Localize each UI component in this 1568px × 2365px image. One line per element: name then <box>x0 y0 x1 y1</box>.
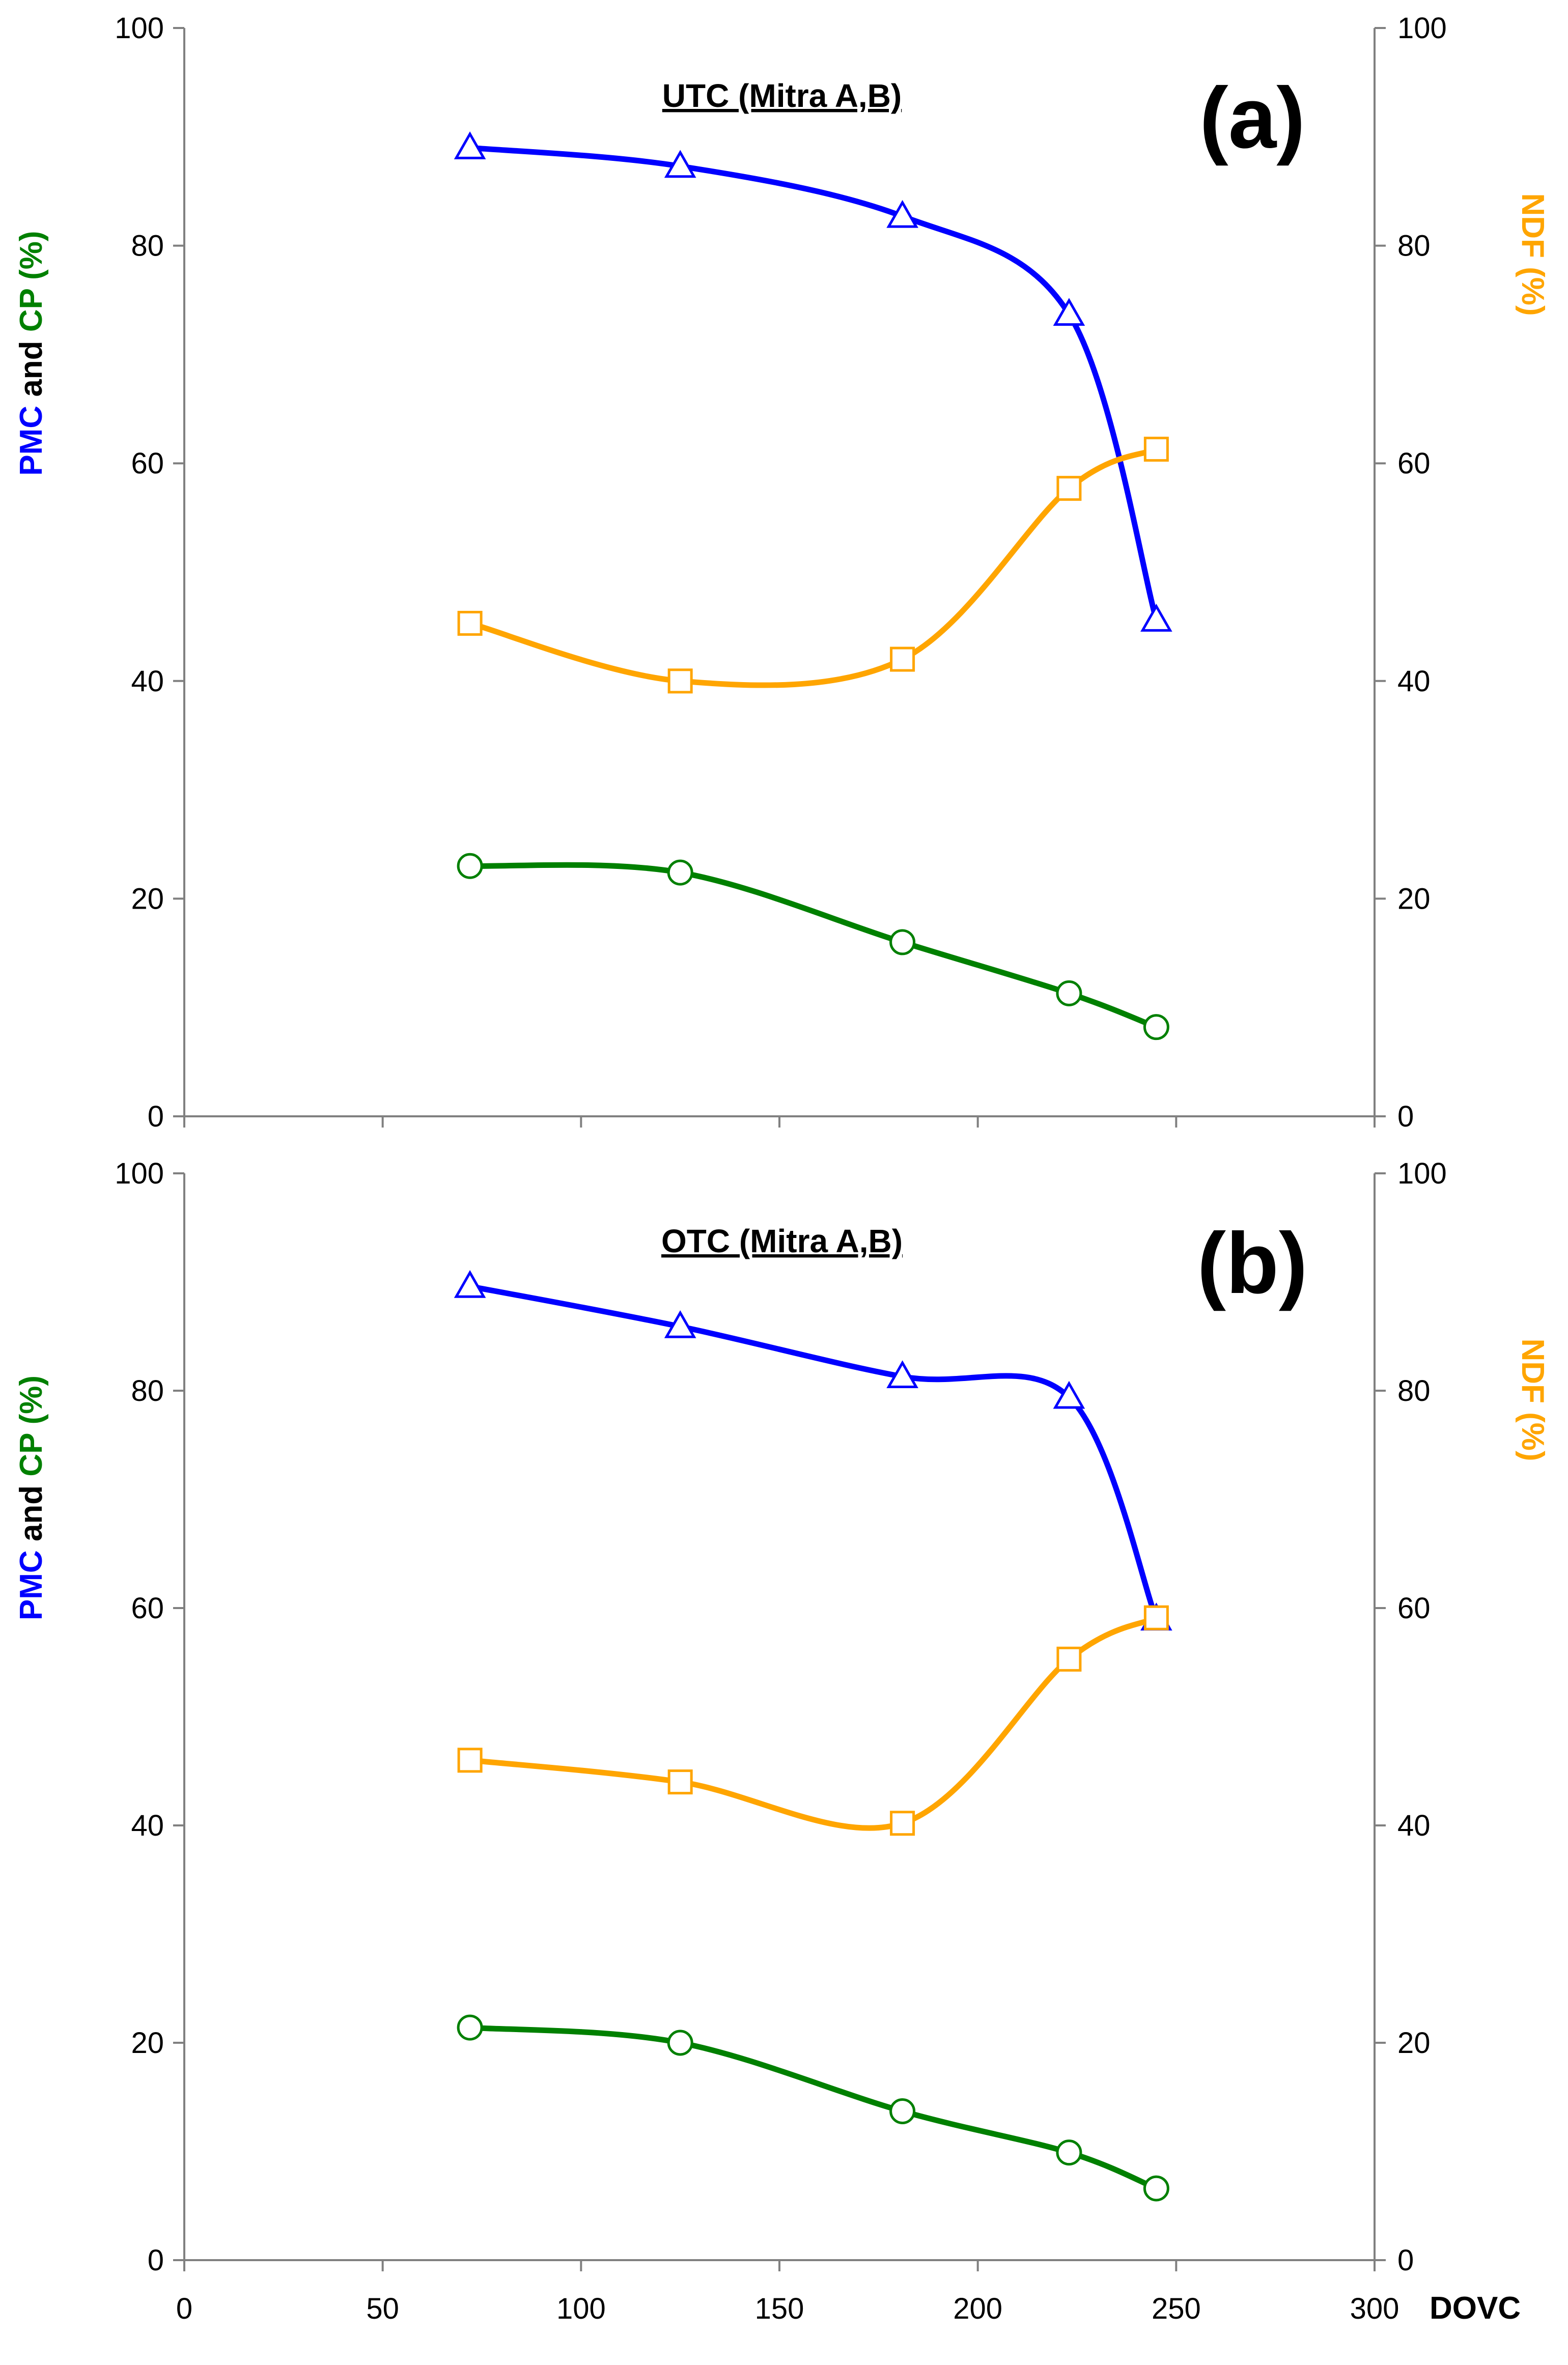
panel-a-left-tick-label: 0 <box>148 1100 164 1133</box>
panel-a-ndf-point <box>1056 475 1082 501</box>
panel-b-left-tick-label: 0 <box>148 2244 164 2277</box>
panel-b-cp-line <box>467 2024 1159 2191</box>
panel-b-right-axis-title: NDF (%) <box>1515 1338 1550 1461</box>
panel-b-left-tick-label: 80 <box>131 1374 164 1407</box>
x-tick-label: 200 <box>953 2292 1002 2325</box>
x-tick-label: 0 <box>176 2292 192 2325</box>
panel-b-right-tick-label: 20 <box>1397 2026 1431 2060</box>
panel-b-right-tick-label: 0 <box>1397 2244 1414 2277</box>
panel-a-left-axis-title: PMC and CP (%) <box>14 231 49 475</box>
panel-b-right-tick-label: 60 <box>1397 1592 1431 1625</box>
panel-a-right-tick-label: 100 <box>1397 12 1447 45</box>
panel-b-left-axis-title: PMC and CP (%) <box>14 1375 49 1620</box>
panel-a-pmc-point <box>1053 298 1085 326</box>
panel-b-left-axis-title-part: and <box>14 1477 49 1551</box>
panel-b-right-tick-label: 40 <box>1397 1809 1431 1842</box>
panel-a-pmc-point <box>1140 604 1172 632</box>
panel-a-right-tick-label: 80 <box>1397 230 1431 263</box>
panel-b-right-tick-label: 80 <box>1397 1374 1431 1407</box>
panel-a-cp-point <box>889 929 916 955</box>
panel-b-ndf-point <box>1143 1605 1169 1630</box>
panel-b-cp-point <box>457 2014 483 2041</box>
panel-b-tag: (b) <box>1197 1215 1307 1312</box>
panel-b-ndf-point <box>1056 1646 1082 1672</box>
panel-b-right-tick-label: 100 <box>1397 1157 1447 1190</box>
panel-b-left-axis-title-part: PMC <box>14 1550 49 1620</box>
panel-b-ndf-point <box>667 1769 693 1795</box>
panel-a-title: UTC (Mitra A,B) <box>662 77 902 114</box>
x-tick-label: 300 <box>1350 2292 1399 2325</box>
panel-a-ndf-point <box>890 646 915 672</box>
x-tick-label: 150 <box>755 2292 804 2325</box>
panel-a-right-tick-label: 60 <box>1397 447 1431 480</box>
panel-a-pmc-point <box>454 131 486 159</box>
panel-b-pmc-point <box>1053 1381 1085 1409</box>
panel-a-left-axis-title-part: and <box>14 332 49 406</box>
panel-a-right-tick-label: 40 <box>1397 665 1431 698</box>
panel-a-cp-point <box>667 859 693 886</box>
panel-a-ndf-point <box>1143 436 1169 462</box>
panel-b-cp-point <box>1143 2175 1169 2202</box>
panel-a-ndf-line <box>467 446 1159 688</box>
panel-a-left-tick-label: 100 <box>115 12 164 45</box>
panel-a-cp-line <box>467 862 1159 1030</box>
panel-b-left-tick-label: 60 <box>131 1592 164 1625</box>
x-tick-label: 250 <box>1152 2292 1201 2325</box>
panel-b-left-axis-title-part: CP <box>14 1433 49 1477</box>
x-tick-label: 100 <box>556 2292 606 2325</box>
panel-a-left-tick-label: 60 <box>131 447 164 480</box>
panel-a-right-tick-label: 20 <box>1397 882 1431 915</box>
panel-b-left-axis-title-part: (%) <box>14 1375 49 1433</box>
panel-a-cp-point <box>1143 1014 1169 1040</box>
panel-b-ndf-point <box>457 1748 483 1773</box>
panel-b-left-tick-label: 20 <box>131 2026 164 2060</box>
panel-a-ndf-point <box>667 668 693 694</box>
panel-b-ndf-line <box>467 1615 1159 1831</box>
panel-b-pmc-point <box>886 1360 918 1388</box>
panel-b-cp-point <box>889 2098 916 2125</box>
panel-b-left-tick-label: 40 <box>131 1809 164 1842</box>
panel-a-cp-point <box>457 853 483 879</box>
panel-a-ndf-point <box>457 610 483 636</box>
panel-a-left-tick-label: 20 <box>131 882 164 915</box>
panel-b-ndf-point <box>890 1811 915 1836</box>
panel-a-tag: (a) <box>1199 70 1305 166</box>
panel-b-pmc-point <box>664 1310 696 1338</box>
panel-a-left-axis-title-part: (%) <box>14 231 49 289</box>
panel-a-left-tick-label: 40 <box>131 665 164 698</box>
panel-a-cp-point <box>1056 980 1082 1006</box>
panel-b-title: OTC (Mitra A,B) <box>661 1223 903 1259</box>
panel-a-right-axis-title: NDF (%) <box>1515 193 1550 316</box>
x-tick-label: 50 <box>366 2292 399 2325</box>
panel-b-pmc-line <box>467 1283 1159 1622</box>
x-axis-title: DOVC <box>1430 2291 1521 2326</box>
panel-b-left-tick-label: 100 <box>115 1157 164 1190</box>
panel-a-left-axis-title-part: PMC <box>14 406 49 476</box>
panel-a-pmc-line <box>467 145 1159 623</box>
panel-b-cp-point <box>1056 2139 1082 2166</box>
panel-b-pmc-point <box>454 1270 486 1298</box>
panel-a-pmc-point <box>664 150 696 178</box>
panel-a-left-axis-title-part: CP <box>14 289 49 332</box>
panel-b-cp-point <box>667 2030 693 2056</box>
panel-a-left-tick-label: 80 <box>131 230 164 263</box>
panel-a-pmc-point <box>886 200 918 228</box>
panel-a-right-tick-label: 0 <box>1397 1100 1414 1133</box>
